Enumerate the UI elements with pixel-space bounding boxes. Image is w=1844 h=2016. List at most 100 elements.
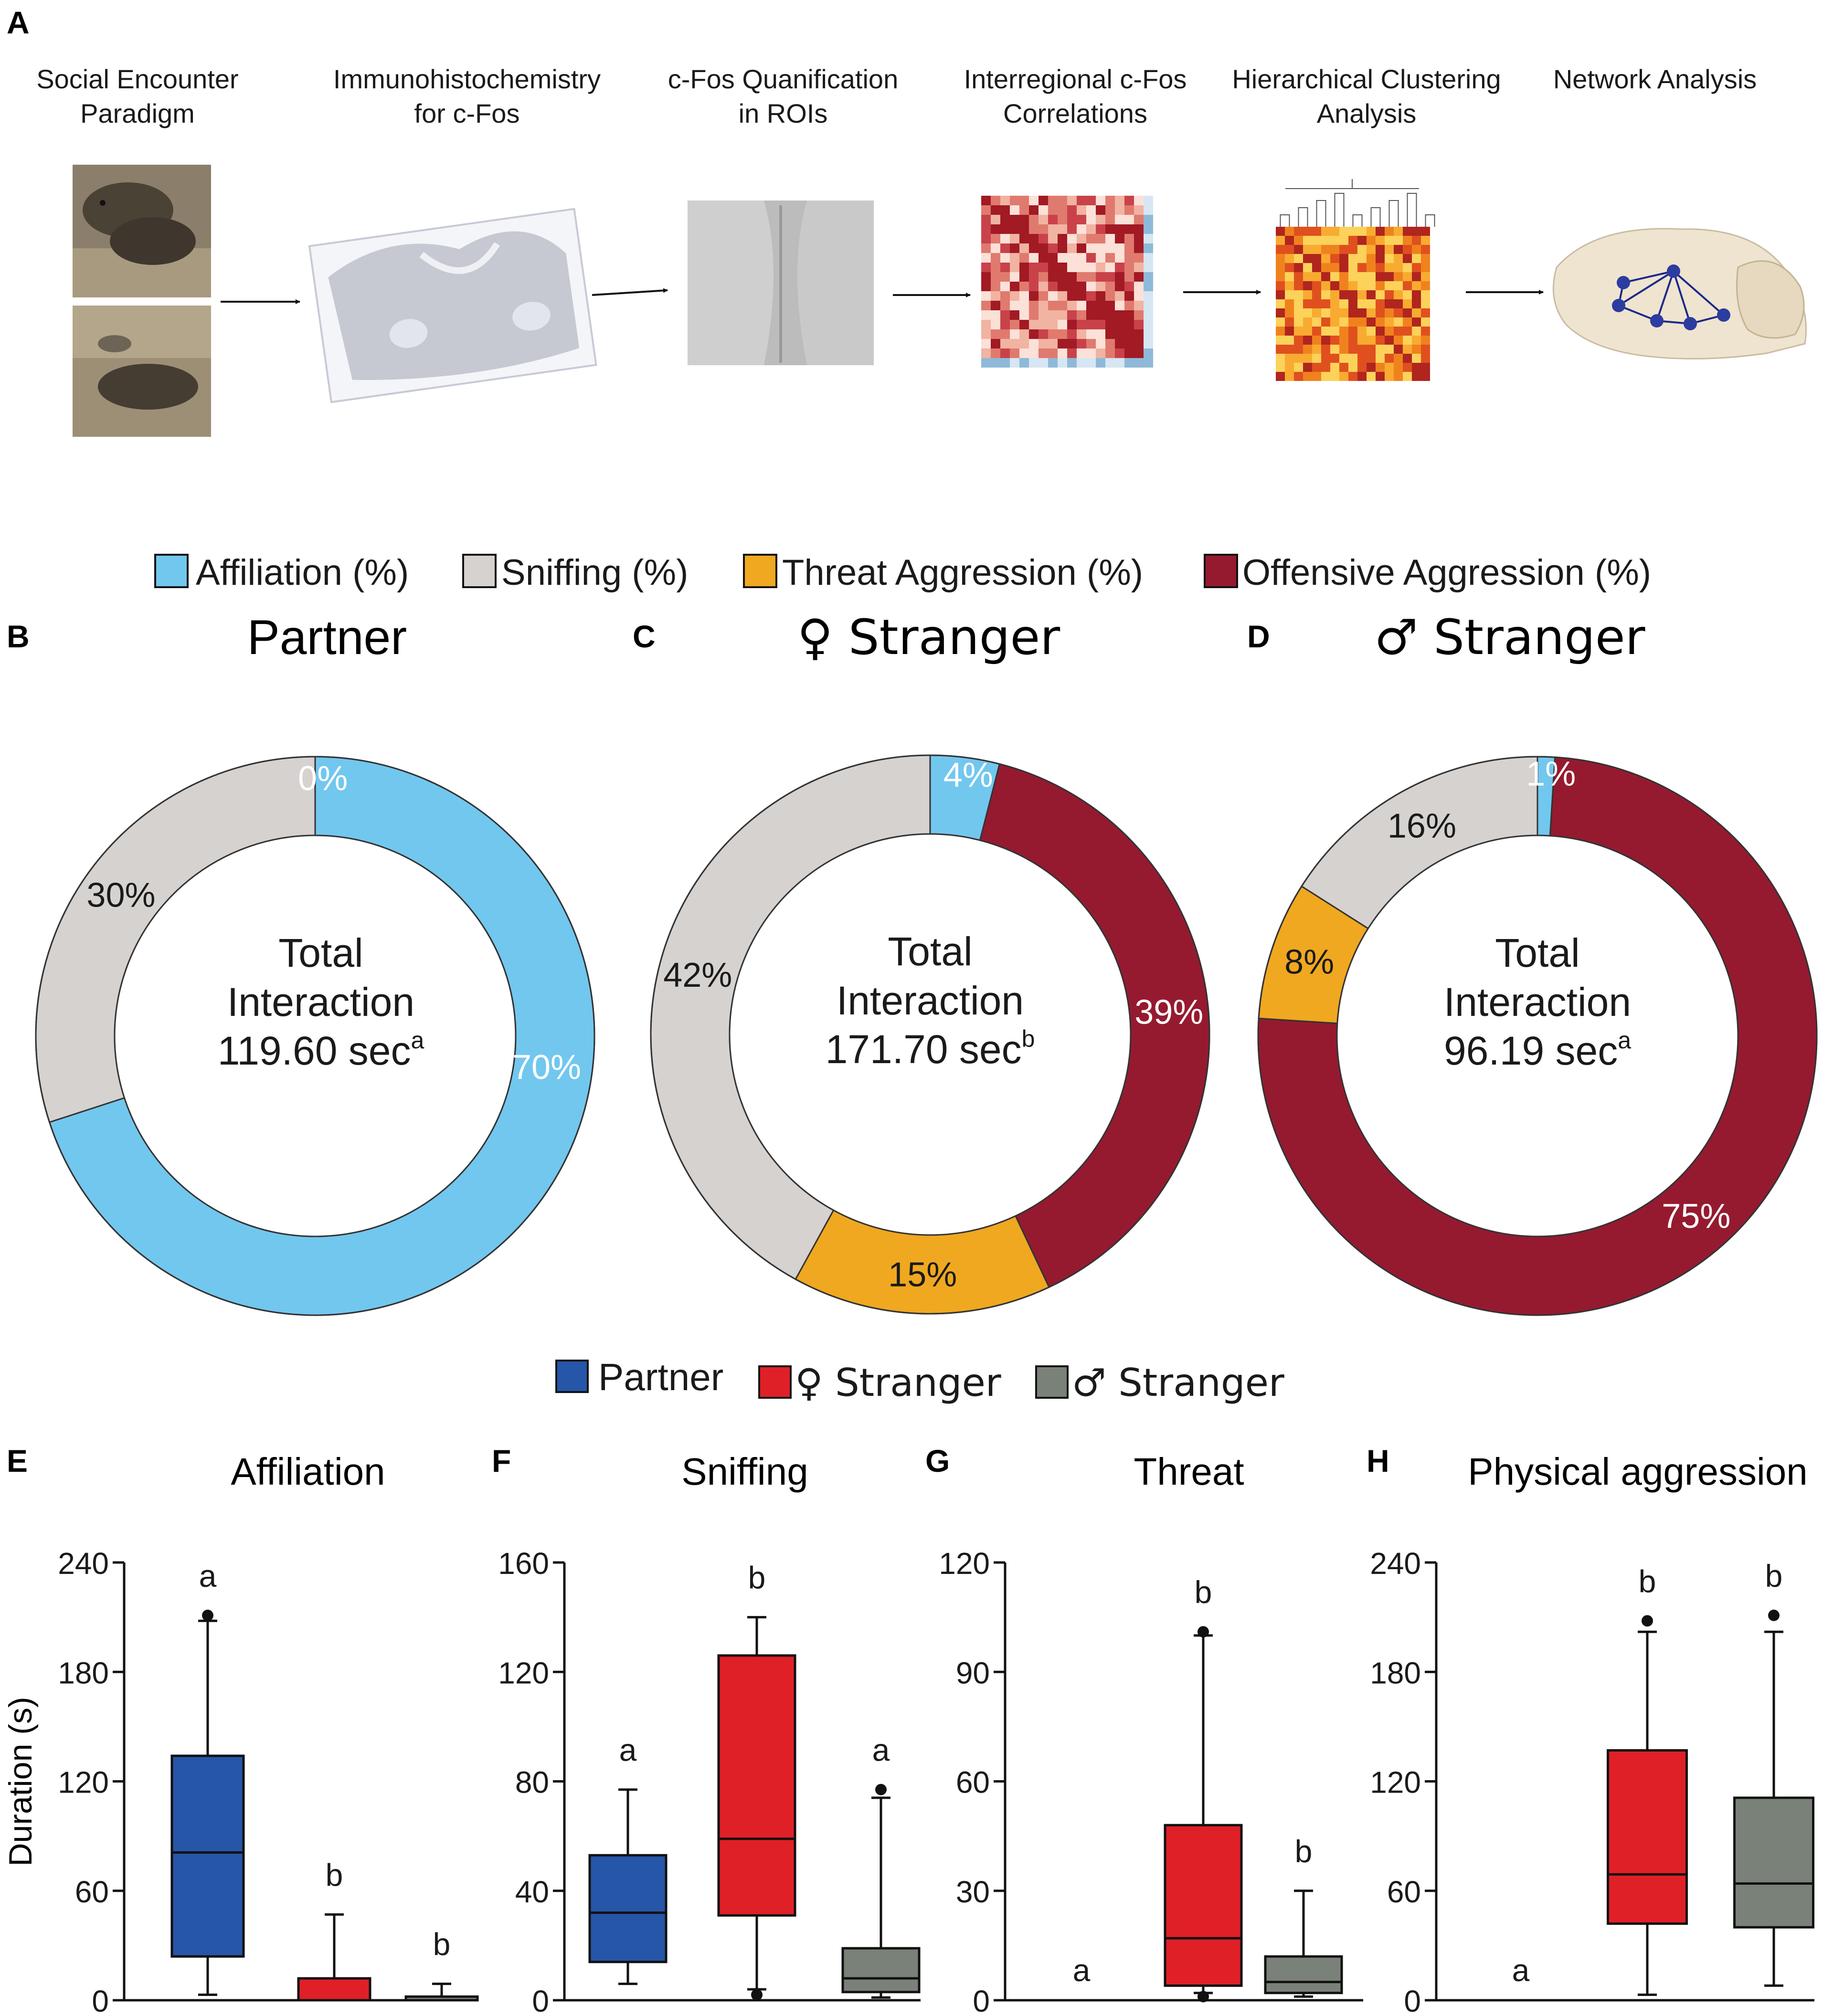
clustering-heatmap-cell [1385, 254, 1394, 263]
legend-swatch-female-stranger [758, 1365, 792, 1399]
correlation-heatmap-cell [1086, 234, 1096, 243]
workflow-step-5-line2: Analysis [1317, 98, 1417, 128]
clustering-heatmap-cell [1321, 372, 1330, 381]
correlation-heatmap-cell [1019, 205, 1029, 215]
correlation-heatmap-cell [981, 234, 991, 243]
clustering-heatmap-cell [1276, 336, 1285, 345]
legend-label-affiliation: Affiliation (%) [196, 552, 409, 593]
clustering-heatmap-cell [1376, 281, 1385, 290]
clustering-heatmap-cell [1367, 272, 1376, 281]
correlation-heatmap-cell [1086, 196, 1096, 205]
clustering-heatmap-cell [1367, 354, 1376, 363]
correlation-heatmap-cell [1039, 243, 1048, 253]
clustering-heatmap-cell [1339, 245, 1348, 254]
clustering-heatmap-cell [1376, 363, 1385, 372]
clustering-heatmap-cell [1321, 345, 1330, 354]
y-tick-label: 80 [515, 1765, 549, 1800]
dendrogram-branch [1425, 214, 1435, 227]
clustering-heatmap-cell [1330, 308, 1339, 317]
correlation-heatmap-cell [1039, 329, 1048, 339]
clustering-heatmap-cell [1339, 299, 1348, 308]
box-stranger [841, 1947, 921, 1994]
significance-letter-stranger: b [748, 1560, 766, 1595]
correlation-heatmap-cell [1077, 224, 1086, 234]
y-tick-label: 160 [498, 1546, 549, 1581]
y-tick-label: 120 [939, 1546, 990, 1581]
clustering-heatmap-cell [1376, 327, 1385, 336]
clustering-heatmap-cell [1303, 317, 1312, 327]
clustering-heatmap-cell [1421, 317, 1430, 327]
correlation-heatmap-cell [1134, 301, 1144, 310]
correlation-heatmap-cell [1144, 301, 1153, 310]
clustering-heatmap-cell [1412, 263, 1421, 272]
clustering-heatmap-cell [1376, 263, 1385, 272]
clustering-heatmap-cell [1376, 227, 1385, 236]
clustering-heatmap-cell [1421, 363, 1430, 372]
correlation-heatmap-cell [1144, 243, 1153, 253]
y-tick-label: 0 [1404, 1984, 1421, 2016]
donut-b-center-line1: Total [278, 930, 363, 975]
box-stranger [297, 1977, 371, 2002]
donut-d-title: ♂ Stranger [1374, 609, 1645, 666]
clustering-heatmap-cell [1285, 372, 1294, 381]
correlation-heatmap-cell [1086, 348, 1096, 358]
significance-letter-stranger: b [1765, 1558, 1783, 1594]
workflow-step-4-line2: Correlations [1003, 98, 1147, 128]
correlation-heatmap-cell [1039, 320, 1048, 329]
clustering-heatmap-cell [1394, 327, 1403, 336]
correlation-heatmap-cell [1029, 215, 1039, 224]
correlation-heatmap-cell [1019, 291, 1029, 301]
workflow-step-5-line1: Hierarchical Clustering [1232, 64, 1501, 94]
correlation-heatmap-cell [1086, 320, 1096, 329]
correlation-heatmap-cell [1115, 348, 1124, 358]
correlation-heatmap-cell [1077, 243, 1086, 253]
correlation-heatmap-cell [1086, 215, 1096, 224]
clustering-heatmap-cell [1303, 236, 1312, 245]
clustering-heatmap-cell [1330, 227, 1339, 236]
correlation-heatmap-cell [1144, 234, 1153, 243]
correlation-heatmap-cell [981, 282, 991, 291]
clustering-heatmap-cell [1357, 227, 1367, 236]
correlation-heatmap-cell [1134, 224, 1144, 234]
correlation-heatmap-cell [1105, 215, 1115, 224]
clustering-heatmap-cell [1421, 254, 1430, 263]
panel-a: A Social Encounter Paradigm Immunohistoc… [7, 5, 1807, 437]
clustering-heatmap-cell [1312, 227, 1321, 236]
correlation-heatmap-cell [1058, 243, 1067, 253]
clustering-heatmap-cell [1357, 363, 1367, 372]
box-stranger [1607, 1749, 1688, 1925]
donut-d-center-value-line: 96.19 seca [1444, 1027, 1631, 1073]
correlation-heatmap-cell [1058, 282, 1067, 291]
correlation-heatmap-cell [1096, 224, 1105, 234]
correlation-heatmap-cell [1105, 320, 1115, 329]
correlation-heatmap-cell [1010, 320, 1019, 329]
clustering-heatmap-cell [1412, 345, 1421, 354]
clustering-heatmap-cell [1339, 363, 1348, 372]
outlier-point [1198, 1626, 1209, 1638]
correlation-heatmap-cell [1124, 310, 1134, 320]
workflow-arrow-2 [592, 288, 668, 296]
correlation-heatmap-cell [1115, 291, 1124, 301]
correlation-heatmap-cell [1086, 301, 1096, 310]
correlation-heatmap-cell [1048, 339, 1058, 348]
clustering-heatmap-cell [1285, 363, 1294, 372]
correlation-heatmap-cell [1000, 234, 1010, 243]
clustering-heatmap-cell [1357, 345, 1367, 354]
clustering-heatmap-cell [1294, 363, 1303, 372]
correlation-heatmap-cell [1029, 291, 1039, 301]
dendrogram-branch [1407, 193, 1417, 227]
correlation-heatmap-cell [1115, 320, 1124, 329]
clustering-heatmap-cell [1321, 281, 1330, 290]
brain-section-image [308, 208, 597, 403]
correlation-heatmap-cell [991, 348, 1000, 358]
correlation-heatmap-cell [1039, 282, 1048, 291]
donut-label-affiliation: 4% [943, 756, 993, 794]
correlation-heatmap-cell [981, 301, 991, 310]
workflow-step-3-line1: c-Fos Quanification [668, 64, 898, 94]
clustering-heatmap-cell [1421, 336, 1430, 345]
outlier-point [1198, 1991, 1209, 2003]
outlier-point [1642, 1615, 1653, 1627]
clustering-heatmap-cell [1367, 254, 1376, 263]
correlation-heatmap-cell [1010, 348, 1019, 358]
clustering-heatmap-cell [1421, 236, 1430, 245]
